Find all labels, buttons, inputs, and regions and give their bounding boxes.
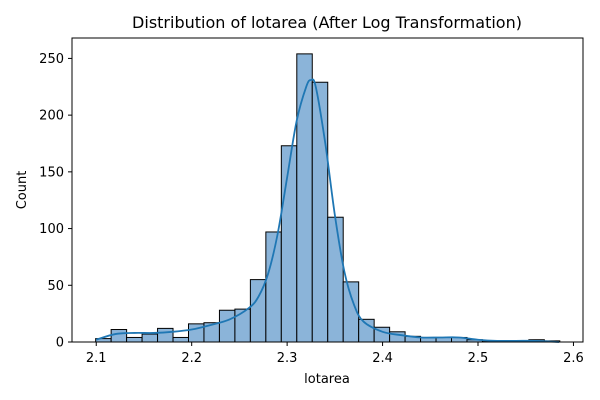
histogram-bar (249, 279, 267, 343)
x-tick-label: 2.4 (372, 351, 393, 366)
histogram-bar (234, 308, 251, 343)
histogram-bar (327, 216, 344, 343)
histogram-bar (157, 327, 174, 343)
y-axis-ticks: 0 50 100 150 200 250 (39, 52, 72, 351)
y-tick-label: 150 (39, 165, 64, 180)
y-tick-label: 250 (39, 52, 64, 67)
histogram-bar (280, 145, 298, 343)
histogram-bar (141, 333, 159, 343)
x-tick-label: 2.5 (468, 351, 489, 366)
y-tick-label: 100 (39, 222, 64, 237)
histogram-bar (218, 309, 236, 343)
histogram-bar (172, 336, 189, 343)
x-tick-label: 2.2 (181, 351, 202, 366)
histogram-bar (126, 336, 143, 343)
y-tick-label: 200 (39, 109, 64, 124)
histogram-bar (265, 231, 282, 343)
histogram-bar (296, 53, 313, 343)
x-tick-label: 2.3 (277, 351, 298, 366)
y-axis-label: Count (15, 171, 30, 210)
histogram-bar (358, 318, 375, 343)
x-axis-ticks: 2.1 2.2 2.3 2.4 2.5 2.6 (86, 342, 584, 366)
histogram-bar (311, 81, 329, 343)
y-tick-label: 50 (47, 279, 64, 294)
histogram-bar (110, 329, 128, 343)
x-tick-label: 2.6 (563, 351, 584, 366)
histogram-bars (95, 53, 561, 343)
kde-line (95, 78, 560, 343)
x-tick-label: 2.1 (86, 351, 107, 366)
chart-title: Distribution of lotarea (After Log Trans… (132, 13, 522, 32)
x-axis-label: lotarea (304, 372, 350, 387)
kde-curve-group (95, 78, 560, 343)
y-tick-label: 0 (56, 336, 64, 351)
plot-frame (71, 37, 584, 343)
